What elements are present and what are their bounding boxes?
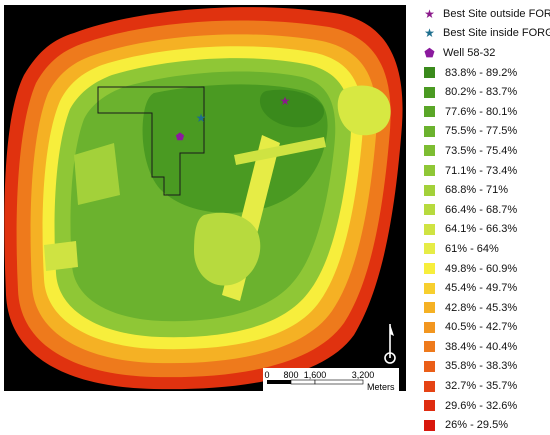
legend-class-label: 29.6% - 32.6%	[445, 399, 518, 412]
legend-swatch	[424, 419, 435, 431]
legend: ★ Best Site outside FORGE ★ Best Site in…	[424, 4, 550, 435]
legend-class-row: 32.7% - 35.7%	[424, 376, 548, 396]
legend-swatch	[424, 223, 435, 235]
legend-class-label: 80.2% - 83.7%	[445, 86, 518, 99]
scale-tick-3200: 3,200	[352, 370, 375, 380]
legend-classes: 83.8% - 89.2% 80.2% - 83.7% 77.6% - 80.1% 7…	[424, 63, 548, 435]
legend-class-label: 42.8% - 45.3%	[445, 301, 518, 314]
legend-label: Best Site outside FORGE	[443, 7, 550, 20]
legend-swatch	[424, 204, 435, 216]
legend-class-row: 26% - 29.5%	[424, 415, 548, 435]
legend-swatch	[424, 184, 435, 196]
best-site-outside-marker[interactable]: ★	[280, 94, 291, 108]
legend-class-label: 66.4% - 68.7%	[445, 203, 518, 216]
legend-class-row: 71.1% - 73.4%	[424, 161, 548, 181]
legend-class-row: 75.5% - 77.5%	[424, 122, 548, 142]
legend-swatch	[424, 302, 435, 314]
legend-class-row: 73.5% - 75.4%	[424, 141, 548, 161]
legend-swatch	[424, 380, 435, 392]
legend-class-row: 35.8% - 38.3%	[424, 357, 548, 377]
zone-linear-feature-2	[234, 137, 326, 165]
legend-swatch	[424, 86, 435, 98]
legend-label: Best Site inside FORGE	[443, 27, 550, 40]
legend-class-label: 40.5% - 42.7%	[445, 321, 518, 334]
legend-class-label: 77.6% - 80.1%	[445, 105, 518, 118]
legend-class-row: 40.5% - 42.7%	[424, 318, 548, 338]
legend-swatch	[424, 263, 435, 275]
legend-swatch	[424, 125, 435, 137]
legend-swatch	[424, 321, 435, 333]
legend-class-label: 38.4% - 40.4%	[445, 340, 518, 353]
zone-south-patch	[194, 212, 261, 286]
legend-marker-inside: ★ Best Site inside FORGE	[424, 24, 550, 44]
scale-bar: 0 800 1,600 3,200 Meters	[263, 368, 399, 392]
favorability-map[interactable]: ★ ★ ⬟	[4, 5, 406, 391]
best-site-inside-marker[interactable]: ★	[196, 111, 207, 125]
legend-class-label: 35.8% - 38.3%	[445, 360, 518, 373]
legend-class-label: 26% - 29.5%	[445, 419, 508, 432]
legend-class-row: 29.6% - 32.6%	[424, 396, 548, 416]
legend-swatch	[424, 165, 435, 177]
forge-boundary	[97, 86, 205, 196]
legend-class-row: 66.4% - 68.7%	[424, 200, 548, 220]
well-58-32-marker[interactable]: ⬟	[176, 132, 185, 143]
legend-marker-well: ⬟ Well 58-32	[424, 43, 548, 63]
zone-west-patch-2	[44, 241, 78, 271]
scale-tick-1600: 1,600	[304, 370, 327, 380]
legend-class-row: 49.8% - 60.9%	[424, 259, 548, 279]
star-icon: ★	[424, 6, 435, 21]
legend-class-label: 73.5% - 75.4%	[445, 144, 518, 157]
legend-class-label: 45.4% - 49.7%	[445, 282, 518, 295]
legend-swatch	[424, 360, 435, 372]
legend-class-row: 42.8% - 45.3%	[424, 298, 548, 318]
legend-swatch	[424, 341, 435, 353]
legend-class-row: 64.1% - 66.3%	[424, 220, 548, 240]
legend-swatch	[424, 243, 435, 255]
legend-label: Well 58-32	[443, 46, 496, 59]
scale-tick-800: 800	[283, 370, 298, 380]
legend-class-label: 71.1% - 73.4%	[445, 164, 518, 177]
scale-tick-0: 0	[264, 370, 269, 380]
legend-class-row: 45.4% - 49.7%	[424, 278, 548, 298]
legend-marker-outside: ★ Best Site outside FORGE	[424, 4, 550, 24]
pentagon-icon: ⬟	[424, 45, 435, 60]
legend-swatch	[424, 67, 435, 79]
legend-swatch	[424, 106, 435, 118]
legend-class-label: 49.8% - 60.9%	[445, 262, 518, 275]
legend-class-row: 38.4% - 40.4%	[424, 337, 548, 357]
legend-class-row: 80.2% - 83.7%	[424, 82, 548, 102]
zone-east-lobe	[337, 85, 391, 136]
legend-swatch	[424, 145, 435, 157]
zone-green-peak	[259, 89, 324, 128]
legend-class-row: 61% - 64%	[424, 239, 548, 259]
legend-class-label: 61% - 64%	[445, 242, 499, 255]
legend-class-label: 32.7% - 35.7%	[445, 380, 518, 393]
zone-west-patch	[74, 143, 120, 205]
legend-class-row: 68.8% - 71%	[424, 180, 548, 200]
legend-class-label: 83.8% - 89.2%	[445, 66, 518, 79]
legend-class-label: 68.8% - 71%	[445, 184, 508, 197]
north-arrow-icon	[378, 322, 402, 366]
legend-class-row: 83.8% - 89.2%	[424, 63, 548, 83]
legend-class-row: 77.6% - 80.1%	[424, 102, 548, 122]
legend-swatch	[424, 282, 435, 294]
legend-class-label: 64.1% - 66.3%	[445, 223, 518, 236]
scale-unit: Meters	[367, 382, 395, 392]
legend-swatch	[424, 400, 435, 412]
map-panel[interactable]: ★ ★ ⬟	[4, 5, 406, 391]
legend-class-label: 75.5% - 77.5%	[445, 125, 518, 138]
star-icon: ★	[424, 26, 435, 41]
